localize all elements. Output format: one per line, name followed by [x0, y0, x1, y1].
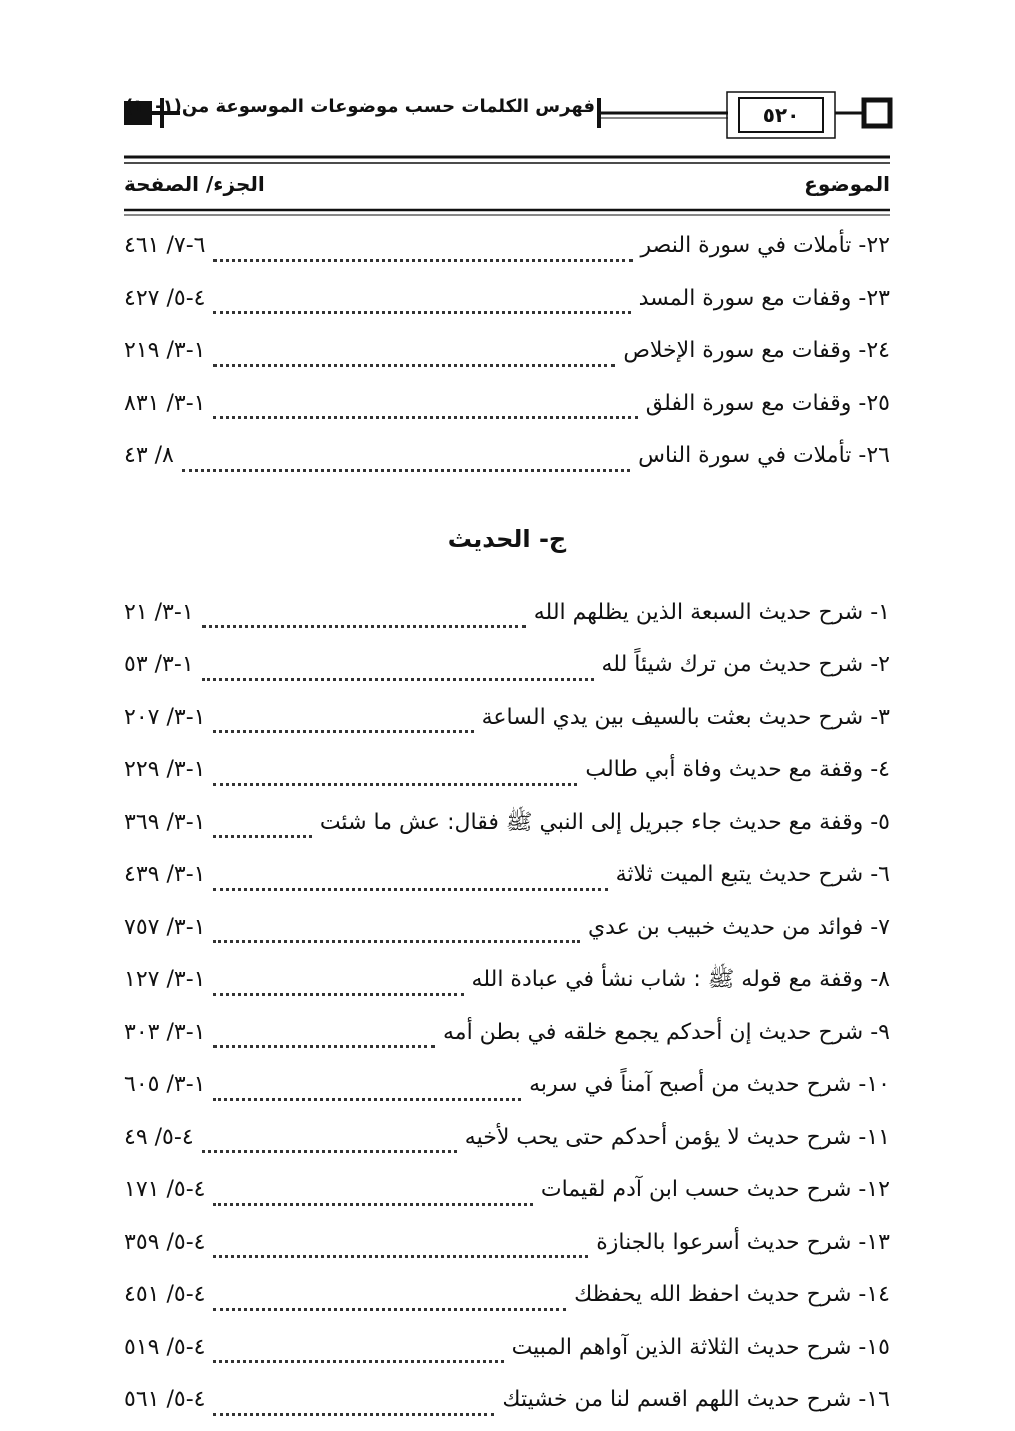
entry-reference: ١-٣/ ٣٠٣ — [124, 1019, 206, 1045]
dot-leader — [201, 677, 594, 681]
dot-leader — [213, 1045, 435, 1049]
entry-reference: ١-٣/ ٧٥٧ — [124, 914, 206, 940]
entry-reference: ٤-٥/ ٤٥١ — [124, 1282, 206, 1307]
entry-reference: ١-٣/ ٦٠٥ — [124, 1072, 206, 1097]
entry-title: ٢٥- وقفات مع سورة الفلق — [645, 390, 890, 416]
entry-reference: ١-٣/ ١٢٧ — [124, 967, 206, 992]
index-entry: ٢- شرح حديث من ترك شيئاً لله ١-٣/ ٥٣ — [124, 643, 890, 696]
dot-leader — [213, 1412, 495, 1416]
dot-leader — [213, 940, 580, 944]
index-entry: ١٣- شرح حديث أسرعوا بالجنازة ٤-٥/ ٣٥٩ — [124, 1221, 890, 1274]
dot-leader — [213, 1097, 522, 1101]
dot-leader — [213, 1202, 533, 1206]
dot-leader — [213, 258, 633, 262]
entry-title: ١٢- شرح حديث حسب ابن آدم لقيمات — [540, 1177, 890, 1202]
dot-leader — [213, 363, 616, 367]
entry-title: ٣- شرح حديث بعثت بالسيف بين يدي الساعة — [481, 704, 890, 730]
entry-title: ٩- شرح حديث إن أحدكم يجمع خلقه في بطن أم… — [442, 1019, 890, 1045]
entry-title: ٦- شرح حديث يتبع الميت ثلاثة — [615, 862, 890, 887]
entry-reference: ٤-٥/ ١٧١ — [124, 1177, 206, 1202]
dot-leader — [181, 468, 631, 472]
index-entry: ١٤- شرح حديث احفظ الله يحفظك ٤-٥/ ٤٥١ — [124, 1273, 890, 1326]
index-entry: ٣- شرح حديث بعثت بالسيف بين يدي الساعة ١-… — [124, 696, 890, 749]
entry-title: ٧- فوائد من حديث خبيب بن عدي — [587, 914, 890, 940]
entry-reference: ١-٣/ ٨٣١ — [124, 390, 206, 416]
section-heading: ج- الحديث — [447, 524, 567, 553]
dot-leader — [213, 1307, 567, 1311]
entry-title: ٢٤- وقفات مع سورة الإخلاص — [623, 338, 890, 363]
entry-title: ١٠- شرح حديث من أصبح آمناً في سربه — [529, 1072, 890, 1097]
index-entry: ٦- شرح حديث يتبع الميت ثلاثة ١-٣/ ٤٣٩ — [124, 853, 890, 906]
index-entry: ١٠- شرح حديث من أصبح آمناً في سربه ١-٣/ ٦… — [124, 1063, 890, 1116]
entry-reference: ٨/ ٤٣ — [124, 443, 174, 468]
index-entry: ١١- شرح حديث لا يؤمن أحدكم حتى يحب لأخيه… — [124, 1116, 890, 1169]
index-entry: ١٥- شرح حديث الثلاثة الذين آواهم المبيت ٤… — [124, 1326, 890, 1379]
entry-reference: ١-٣/ ٢٠٧ — [124, 704, 206, 730]
index-entry: ١- شرح حديث السبعة الذين يظلهم الله ١-٣/ … — [124, 591, 890, 644]
index-entry: ٥- وقفة مع حديث جاء جبريل إلى النبي ﷺ فق… — [124, 801, 890, 854]
index-entry: ٢٣- وقفات مع سورة المسد ٤-٥/ ٤٢٧ — [124, 277, 890, 330]
dot-leader — [201, 625, 526, 629]
entry-title: ٤- وقفة مع حديث وفاة أبي طالب — [585, 757, 890, 782]
column-headers: الموضوع الجزء/ الصفحة — [124, 172, 890, 196]
index-entry: ٢٦- تأملات في سورة الناس ٨/ ٤٣ — [124, 434, 890, 487]
index-entry: ٢٤- وقفات مع سورة الإخلاص ١-٣/ ٢١٩ — [124, 329, 890, 382]
reference-header: الجزء/ الصفحة — [124, 172, 265, 196]
index-entry: ٩- شرح حديث إن أحدكم يجمع خلقه في بطن أم… — [124, 1011, 890, 1064]
entry-reference: ١-٣/ ٤٣٩ — [124, 862, 206, 887]
entry-reference: ١-٣/ ٥٣ — [124, 652, 194, 677]
page: فهرس الكلمات حسب موضوعات الموسوعة من(١-١… — [124, 91, 893, 1416]
dot-leader — [213, 992, 464, 996]
dot-leader — [213, 887, 608, 891]
entry-reference: ٦-٧/ ٤٦١ — [124, 233, 206, 258]
entry-title: ١٤- شرح حديث احفظ الله يحفظك — [574, 1282, 890, 1307]
index-entry: ٧- فوائد من حديث خبيب بن عدي ١-٣/ ٧٥٧ — [124, 906, 890, 959]
header-ornament — [124, 91, 893, 216]
dot-leader — [213, 311, 631, 315]
page-number: ٥٢٠ — [738, 97, 824, 133]
dot-leader — [213, 730, 474, 734]
index-entry: ٢٥- وقفات مع سورة الفلق ١-٣/ ٨٣١ — [124, 382, 890, 435]
entry-title: ٢٣- وقفات مع سورة المسد — [638, 285, 890, 311]
dot-leader — [201, 1150, 457, 1154]
index-entry: ١٦- شرح حديث اللهم اقسم لنا من خشيتك ٤-٥/… — [124, 1378, 890, 1431]
entry-title: ٢٦- تأملات في سورة الناس — [638, 443, 890, 468]
index-entry: ١٢- شرح حديث حسب ابن آدم لقيمات ٤-٥/ ١٧١ — [124, 1168, 890, 1221]
entry-reference: ١-٣/ ٢١٩ — [124, 338, 206, 363]
entry-title: ١١- شرح حديث لا يؤمن أحدكم حتى يحب لأخيه — [464, 1124, 890, 1150]
index-entry: ٨- وقفة مع قوله ﷺ : شاب نشأ في عبادة الل… — [124, 958, 890, 1011]
header-title: فهرس الكلمات حسب موضوعات الموسوعة من(١-١… — [124, 96, 595, 117]
entry-reference: ٤-٥/ ٤٩ — [124, 1124, 194, 1150]
entry-title: ٥- وقفة مع حديث جاء جبريل إلى النبي ﷺ فق… — [319, 809, 890, 835]
entry-reference: ١-٣/ ٢٢٩ — [124, 757, 206, 782]
entry-reference: ٤-٥/ ٣٥٩ — [124, 1229, 206, 1255]
entry-reference: ٤-٥/ ٥٦١ — [124, 1387, 206, 1412]
entry-reference: ٤-٥/ ٤٢٧ — [124, 285, 206, 311]
dot-leader — [213, 1360, 504, 1364]
entry-reference: ٤-٥/ ٥١٩ — [124, 1334, 206, 1360]
entry-title: ٢- شرح حديث من ترك شيئاً لله — [601, 652, 891, 677]
entry-title: ٢٢- تأملات في سورة النصر — [640, 233, 890, 258]
dot-leader — [213, 782, 578, 786]
entry-reference: ١-٣/ ٣٦٩ — [124, 809, 206, 835]
entry-title: ٨- وقفة مع قوله ﷺ : شاب نشأ في عبادة الل… — [471, 967, 890, 992]
dot-leader — [213, 835, 312, 839]
entry-reference: ١-٣/ ٢١ — [124, 599, 194, 625]
index-entry: ٤- وقفة مع حديث وفاة أبي طالب ١-٣/ ٢٢٩ — [124, 748, 890, 801]
entry-title: ١٥- شرح حديث الثلاثة الذين آواهم المبيت — [511, 1334, 890, 1360]
index-entry: ٢٢- تأملات في سورة النصر ٦-٧/ ٤٦١ — [124, 224, 890, 277]
dot-leader — [213, 416, 638, 420]
entry-title: ١٣- شرح حديث أسرعوا بالجنازة — [596, 1229, 890, 1255]
dot-leader — [213, 1255, 589, 1259]
entry-title: ١- شرح حديث السبعة الذين يظلهم الله — [533, 599, 890, 625]
entry-title: ١٦- شرح حديث اللهم اقسم لنا من خشيتك — [502, 1387, 890, 1412]
topic-header: الموضوع — [804, 172, 890, 196]
index-list: ٢٢- تأملات في سورة النصر ٦-٧/ ٤٦١ ٢٣- وقفا… — [124, 224, 890, 1431]
